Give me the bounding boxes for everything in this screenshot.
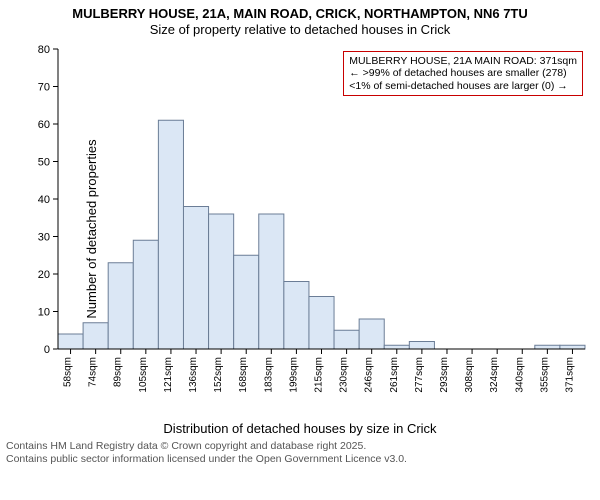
footer-line1: Contains HM Land Registry data © Crown c…	[6, 440, 594, 453]
svg-text:324sqm: 324sqm	[489, 356, 500, 392]
svg-text:20: 20	[38, 269, 50, 281]
svg-text:10: 10	[38, 306, 50, 318]
title-line1: MULBERRY HOUSE, 21A, MAIN ROAD, CRICK, N…	[0, 6, 600, 22]
svg-text:215sqm: 215sqm	[314, 357, 325, 393]
svg-text:168sqm: 168sqm	[238, 357, 249, 393]
footer-line2: Contains public sector information licen…	[6, 453, 594, 466]
svg-text:60: 60	[38, 119, 50, 131]
svg-text:80: 80	[38, 44, 50, 56]
x-axis-title: Distribution of detached houses by size …	[0, 421, 600, 436]
chart-area: Number of detached properties 0 10 20 30 40 5…	[0, 39, 600, 419]
svg-text:183sqm: 183sqm	[263, 357, 274, 393]
svg-text:121sqm: 121sqm	[163, 357, 174, 393]
svg-text:246sqm: 246sqm	[364, 357, 375, 393]
svg-text:70: 70	[38, 81, 50, 93]
svg-text:261sqm: 261sqm	[389, 357, 400, 393]
svg-text:152sqm: 152sqm	[213, 357, 224, 393]
svg-text:199sqm: 199sqm	[288, 357, 299, 393]
y-axis-title: Number of detached properties	[84, 139, 99, 318]
svg-text:74sqm: 74sqm	[88, 357, 99, 387]
svg-text:230sqm: 230sqm	[339, 357, 350, 393]
info-line1: MULBERRY HOUSE, 21A MAIN ROAD: 371sqm	[349, 55, 577, 68]
svg-text:355sqm: 355sqm	[539, 357, 550, 393]
info-box: MULBERRY HOUSE, 21A MAIN ROAD: 371sqm ← …	[343, 51, 583, 97]
svg-text:30: 30	[38, 231, 50, 243]
svg-text:89sqm: 89sqm	[113, 357, 124, 387]
footer: Contains HM Land Registry data © Crown c…	[0, 436, 600, 466]
svg-text:0: 0	[44, 344, 50, 356]
svg-text:40: 40	[38, 194, 50, 206]
title-line2: Size of property relative to detached ho…	[0, 22, 600, 38]
svg-text:50: 50	[38, 156, 50, 168]
svg-text:308sqm: 308sqm	[464, 357, 475, 393]
info-line2: ← >99% of detached houses are smaller (2…	[349, 67, 577, 80]
svg-text:136sqm: 136sqm	[188, 357, 199, 393]
svg-text:58sqm: 58sqm	[63, 357, 74, 387]
svg-text:277sqm: 277sqm	[414, 357, 425, 393]
svg-text:371sqm: 371sqm	[564, 357, 575, 393]
info-line3: <1% of semi-detached houses are larger (…	[349, 80, 577, 93]
svg-text:340sqm: 340sqm	[514, 357, 525, 393]
title-block: MULBERRY HOUSE, 21A, MAIN ROAD, CRICK, N…	[0, 0, 600, 39]
svg-text:293sqm: 293sqm	[439, 357, 450, 393]
svg-text:105sqm: 105sqm	[138, 357, 149, 393]
